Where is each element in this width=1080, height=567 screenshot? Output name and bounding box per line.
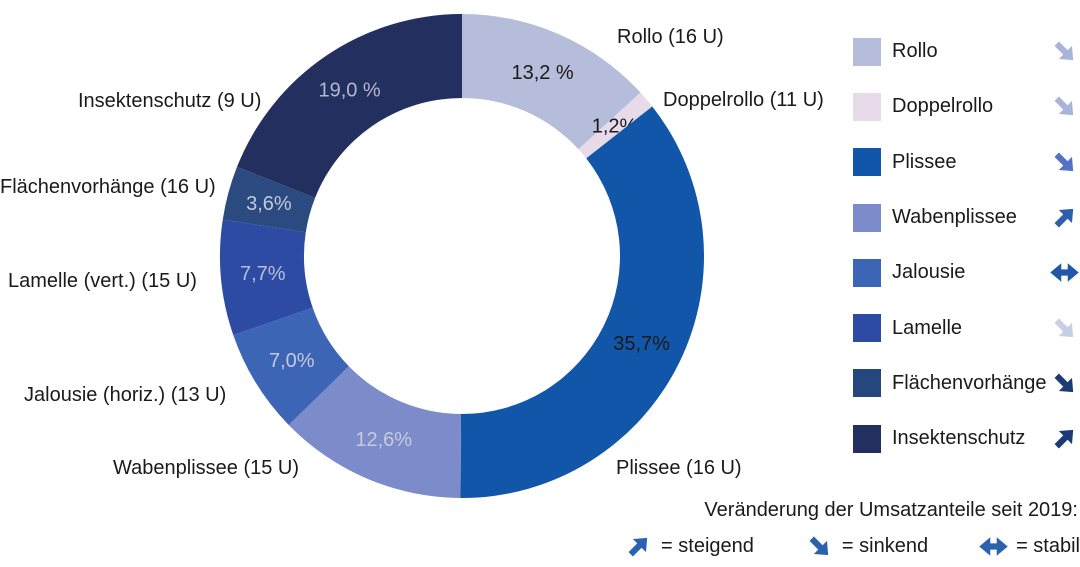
trend-sinkend-icon [1049,313,1080,344]
trend-key-label: = steigend [661,535,754,557]
legend-swatch [853,148,881,177]
legend-label: Flächenvorhänge [892,371,1047,394]
trend-key-sinkend: = sinkend [804,531,928,562]
slice-lamelle [220,219,313,336]
legend-swatch [853,258,881,287]
slice-wabenplissee [288,366,462,498]
legend: Rollo Doppelrollo Plissee Wabenplissee J… [853,24,1080,466]
slice-plissee [460,106,705,499]
trend-sinkend-icon [1049,36,1080,67]
segment-label-lamelle: Lamelle (vert.) (15 U) [8,270,197,292]
trend-stabil-icon [1049,257,1080,288]
legend-item-flaechenvorhaenge: Flächenvorhänge [853,356,1080,411]
trend-sinkend-icon [1049,147,1080,178]
slice-doppelrollo [578,92,653,159]
slice-value-label: 3,6% [246,193,292,215]
slice-insektenschutz [236,13,462,198]
trend-key-label: = stabil [1016,535,1080,557]
legend-label: Lamelle [892,316,963,339]
segment-label-wabenplissee: Wabenplissee (15 U) [113,457,300,479]
segment-label-jalousie: Jalousie (horiz.) (13 U) [24,384,227,406]
segment-label-doppelrollo: Doppelrollo (11 U) [663,89,824,111]
slice-value-label: 19,0 % [318,80,380,102]
legend-label: Insektenschutz [892,427,1026,450]
legend-label: Jalousie [892,261,966,284]
legend-item-plissee: Plissee [853,135,1080,190]
legend-swatch [853,37,881,66]
legend-swatch [853,314,881,343]
trend-steigend-icon [1049,202,1080,233]
slice-value-label: 7,7% [240,263,286,285]
legend-swatch [853,92,881,121]
slice-value-label: 12,6% [355,429,412,451]
trend-steigend-icon [623,531,654,562]
segment-label-flaechenvorhaenge: Flächenvorhänge (16 U) [0,176,216,198]
trend-key-stabil: = stabil [978,531,1080,562]
segment-label-rollo: Rollo (16 U) [617,26,724,48]
trend-stabil-icon [978,531,1009,562]
legend-item-jalousie: Jalousie [853,245,1080,300]
slice-value-label: 35,7% [613,333,670,355]
trend-steigend-icon [1049,423,1080,454]
legend-swatch [853,369,881,398]
segment-label-insektenschutz: Insektenschutz (9 U) [78,90,262,112]
trend-sinkend-icon [1049,368,1080,399]
slice-value-label: 13,2 % [511,62,573,84]
legend-item-insektenschutz: Insektenschutz [853,411,1080,466]
slice-value-label: 7,0% [269,350,315,372]
legend-swatch [853,424,881,453]
legend-label: Doppelrollo [892,95,994,118]
slice-rollo [462,14,641,150]
legend-swatch [853,203,881,232]
trend-sinkend-icon [1049,91,1080,122]
slice-flächenvorhänge [222,166,316,233]
slice-jalousie [233,307,349,425]
legend-item-doppelrollo: Doppelrollo [853,79,1080,134]
legend-label: Plissee [892,150,957,173]
trend-key-steigend: = steigend [623,531,754,562]
legend-item-rollo: Rollo [853,24,1080,79]
legend-item-wabenplissee: Wabenplissee [853,190,1080,245]
trend-key-label: = sinkend [841,535,929,557]
legend-label: Wabenplissee [892,206,1017,229]
legend-label: Rollo [892,40,938,63]
note-title: Veränderung der Umsatzanteile seit 2019: [704,499,1078,521]
segment-label-plissee: Plissee (16 U) [616,457,742,479]
trend-sinkend-icon [804,531,835,562]
legend-item-lamelle: Lamelle [853,300,1080,355]
trend-key: = steigend = sinkend = stabil [623,531,1080,562]
